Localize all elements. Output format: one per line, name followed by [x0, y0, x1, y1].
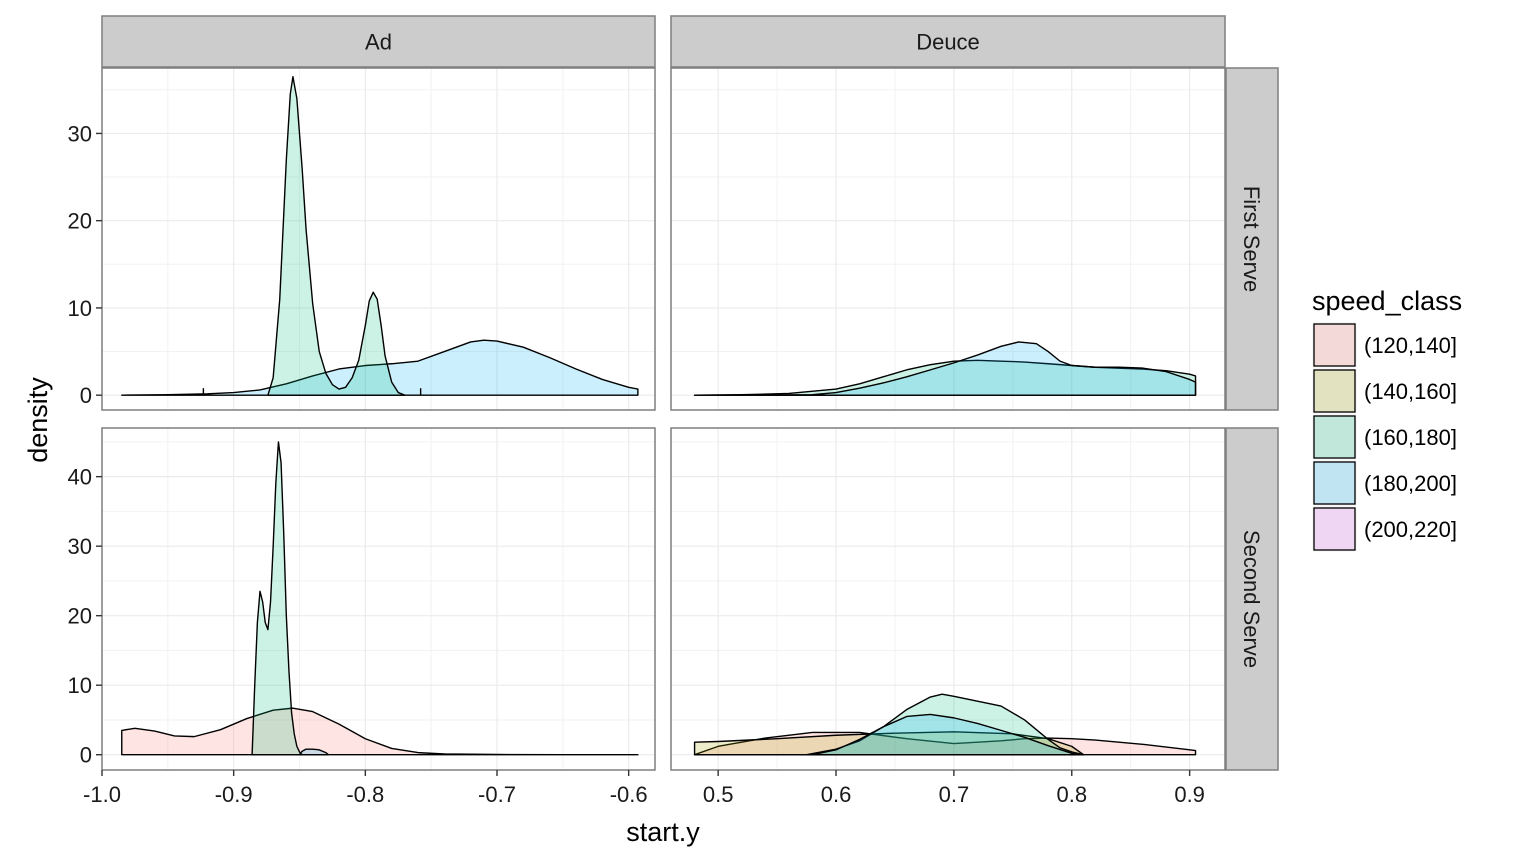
- legend-swatch: [1313, 369, 1356, 413]
- strip-second-serve: [1225, 427, 1279, 771]
- density-area-120-140: [693, 731, 1197, 756]
- legend-swatch: [1313, 323, 1356, 367]
- legend-key-background: [1311, 459, 1358, 507]
- legend: speed_class (120,140] (140,160] (160,180] (…: [1311, 286, 1462, 553]
- legend-item-140-160: (140,160]: [1311, 367, 1457, 415]
- legend-item-120-140: (120,140]: [1311, 321, 1457, 369]
- density-area-120-140: [121, 707, 639, 756]
- density-area-180-200: [298, 748, 330, 756]
- y-tick-label: 0: [80, 743, 92, 768]
- x-tick-label: -0.9: [215, 782, 253, 807]
- x-tick-label: 0.7: [939, 782, 970, 807]
- panel-border: [670, 67, 1226, 411]
- strip-first-serve: [1225, 67, 1279, 411]
- series-layer: [121, 441, 639, 756]
- density-area-140-160: [693, 731, 1085, 756]
- x-tick-label: 0.8: [1056, 782, 1087, 807]
- strip-label-deuce: Deuce: [916, 30, 980, 55]
- y-tick-label: 30: [68, 121, 92, 146]
- panel-background: [671, 68, 1225, 410]
- legend-swatch: [1313, 415, 1356, 459]
- legend-swatch: [1313, 461, 1356, 505]
- panel-border: [101, 427, 656, 771]
- y-tick-label: 20: [68, 209, 92, 234]
- x-tick-label: -0.8: [346, 782, 384, 807]
- panel-second-serve-deuce: [670, 427, 1226, 771]
- panels-layer: [101, 67, 1226, 771]
- density-area-160-180: [693, 359, 1197, 396]
- legend-label: (180,200]: [1364, 471, 1457, 496]
- strip-ad: [101, 15, 656, 68]
- x-axis-title: start.y: [626, 817, 700, 847]
- legend-item-180-200: (180,200]: [1311, 459, 1457, 507]
- legend-title: speed_class: [1312, 286, 1462, 316]
- panel-background: [102, 428, 655, 770]
- series-layer: [693, 693, 1197, 756]
- panel-first-serve-ad: [101, 67, 656, 411]
- x-tick-label: -0.6: [610, 782, 648, 807]
- x-tick-label: -0.7: [478, 782, 516, 807]
- y-tick-label: 20: [68, 604, 92, 629]
- panel-border: [101, 67, 656, 411]
- x-tick-label: 0.5: [703, 782, 734, 807]
- facet-strips: Ad Deuce First Serve Second Serve: [101, 15, 1279, 771]
- legend-swatch: [1313, 507, 1356, 551]
- x-tick-label: -1.0: [83, 782, 121, 807]
- axes-layer: 0 10 20 30 0 10 20 30 40 -1.0 -0.9 -0.8 -0.7 -0.6 0.5 0…: [68, 121, 1205, 807]
- x-tick-label: 0.9: [1174, 782, 1205, 807]
- y-tick-label: 40: [68, 465, 92, 490]
- y-axis-title: density: [23, 377, 53, 463]
- legend-label: (140,160]: [1364, 379, 1457, 404]
- strip-label-first-serve: First Serve: [1239, 186, 1264, 292]
- legend-item-200-220: (200,220]: [1311, 505, 1457, 553]
- panel-second-serve-ad: [101, 427, 656, 771]
- strip-label-ad: Ad: [365, 30, 392, 55]
- strip-label-second-serve: Second Serve: [1239, 530, 1264, 668]
- x-tick-label: 0.6: [821, 782, 852, 807]
- strip-deuce: [670, 15, 1226, 68]
- density-area-160-180: [267, 76, 406, 396]
- density-area-180-200: [121, 339, 639, 396]
- legend-key-background: [1311, 321, 1358, 369]
- y-tick-label: 0: [80, 383, 92, 408]
- y-tick-label: 10: [68, 673, 92, 698]
- legend-label: (160,180]: [1364, 425, 1457, 450]
- panel-border: [670, 427, 1226, 771]
- panel-background: [671, 428, 1225, 770]
- density-area-180-200: [693, 341, 1197, 396]
- y-tick-label: 10: [68, 296, 92, 321]
- legend-label: (200,220]: [1364, 517, 1457, 542]
- series-layer: [121, 76, 639, 396]
- legend-key-background: [1311, 413, 1358, 461]
- density-area-180-200: [811, 713, 1079, 756]
- panel-first-serve-deuce: [670, 67, 1226, 411]
- series-layer: [693, 341, 1197, 396]
- legend-label: (120,140]: [1364, 333, 1457, 358]
- legend-key-background: [1311, 367, 1358, 415]
- legend-item-160-180: (160,180]: [1311, 413, 1457, 461]
- y-tick-label: 30: [68, 534, 92, 559]
- legend-key-background: [1311, 505, 1358, 553]
- density-area-160-180: [251, 441, 303, 756]
